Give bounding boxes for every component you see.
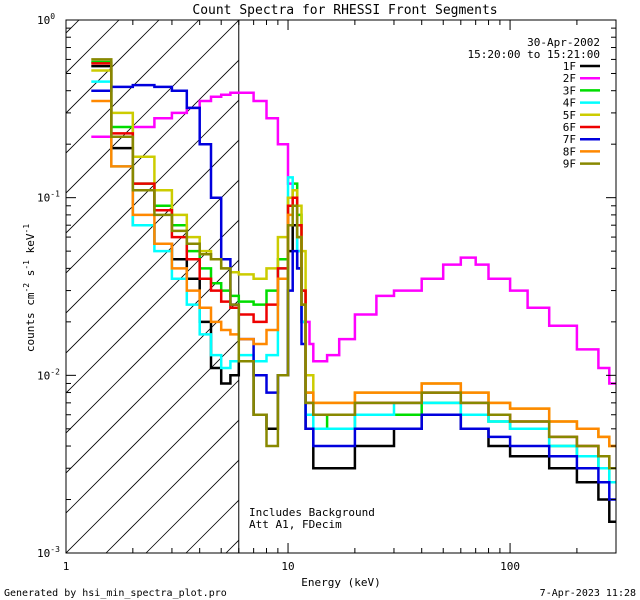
- hatch-line: [66, 259, 239, 434]
- legend-label-5F: 5F: [563, 109, 576, 122]
- hatch-line: [66, 379, 239, 553]
- annotation-background: Includes Background: [249, 506, 375, 519]
- legend-label-8F: 8F: [563, 145, 576, 158]
- footer-generated-by: Generated by hsi_min_spectra_plot.pro: [4, 588, 227, 599]
- legend-label-3F: 3F: [563, 84, 576, 97]
- axis-ticks: 1 10 100 100 10-1 10-2 10-3: [37, 12, 617, 573]
- x-tick-label: 1: [63, 560, 70, 573]
- series-line-7F: [91, 83, 616, 501]
- footer-timestamp: 7-Apr-2023 11:28: [540, 588, 636, 599]
- series-line-9F: [91, 58, 616, 470]
- x-tick-label: 100: [500, 560, 520, 573]
- y-tick-label: 10-2: [37, 367, 60, 382]
- legend-time-range: 15:20:00 to 15:21:00: [468, 48, 600, 61]
- hatch-line: [66, 20, 160, 114]
- y-tick-label: 100: [37, 12, 55, 27]
- hatch-line: [66, 179, 239, 354]
- y-axis-label: counts cm-2 s-1 keV-1: [22, 224, 37, 352]
- hatch-line: [66, 339, 239, 514]
- annotation-attenuator: Att A1, FDecim: [249, 518, 342, 531]
- series-line-2F: [91, 91, 616, 385]
- hatch-line: [105, 419, 239, 553]
- x-tick-label: 10: [281, 560, 294, 573]
- hatch-line: [66, 219, 239, 394]
- hatch-line: [66, 139, 239, 314]
- chart-title: Count Spectra for RHESSI Front Segments: [192, 3, 497, 18]
- series-lines: [91, 58, 616, 523]
- plot-frame: [65, 19, 617, 554]
- legend-label-4F: 4F: [563, 97, 576, 110]
- hatch-line: [145, 459, 239, 553]
- y-axis-label-text: counts cm-2 s-1 keV-1: [22, 224, 37, 352]
- legend-label-1F: 1F: [563, 60, 576, 73]
- hatch-line: [66, 20, 239, 194]
- hatch-line: [66, 99, 239, 274]
- x-axis-label: Energy (keV): [301, 576, 380, 589]
- legend-label-7F: 7F: [563, 133, 576, 146]
- legend-label-6F: 6F: [563, 121, 576, 134]
- legend-label-2F: 2F: [563, 72, 576, 85]
- legend-date: 30-Apr-2002: [527, 36, 600, 49]
- y-tick-label: 10-3: [37, 545, 60, 560]
- y-tick-label: 10-1: [37, 190, 60, 205]
- legend-label-9F: 9F: [563, 158, 576, 171]
- hatch-line: [66, 299, 239, 474]
